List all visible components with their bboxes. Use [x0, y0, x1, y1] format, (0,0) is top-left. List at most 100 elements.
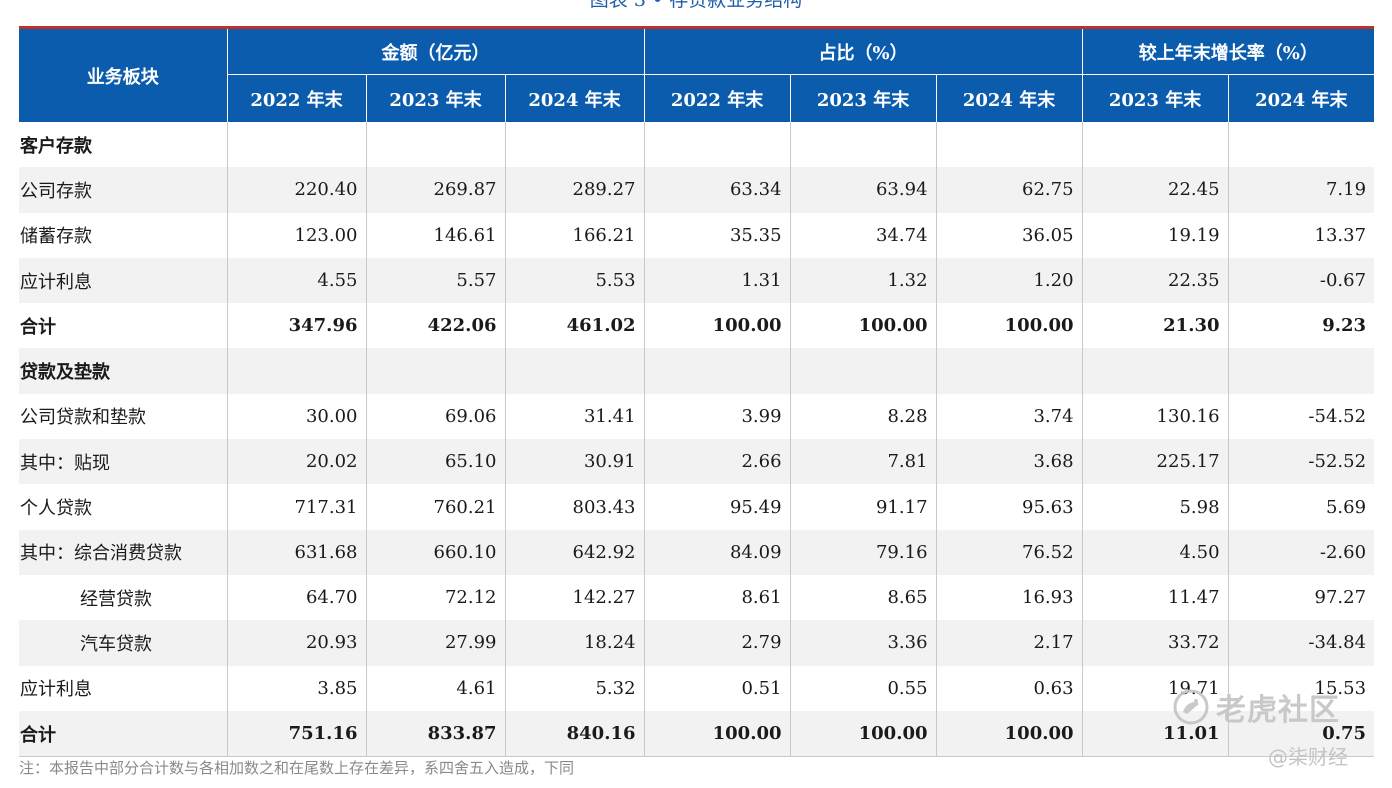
row-label: 其中：贴现	[19, 439, 227, 485]
header-year: 2024 年末	[935, 74, 1083, 122]
cell-value: 19.71	[1081, 665, 1229, 711]
cell-value: 4.55	[226, 257, 366, 304]
cell-value: 100.00	[789, 303, 937, 349]
cell-value: 1.20	[935, 257, 1083, 304]
cell-value: 5.32	[504, 665, 645, 711]
cell-value: 8.28	[789, 393, 937, 440]
cell-value: 2.79	[643, 620, 791, 666]
cell-value: -52.52	[1227, 439, 1375, 485]
cell-value	[504, 122, 645, 168]
cell-value	[935, 122, 1083, 168]
cell-value	[1081, 348, 1229, 394]
cell-value: 142.27	[504, 574, 645, 621]
cell-value: 3.85	[226, 665, 366, 711]
cell-value: 63.94	[789, 167, 937, 213]
cell-value: 5.57	[365, 257, 505, 304]
row-label: 合计	[19, 710, 227, 758]
cell-value: 64.70	[226, 574, 366, 621]
cell-value	[1227, 122, 1375, 168]
cell-value: 4.50	[1081, 529, 1229, 575]
cell-value: 15.53	[1227, 665, 1375, 711]
watermark: 老虎社区	[1172, 686, 1372, 728]
deposit-loan-structure-table: 业务板块 金额（亿元） 占比（%） 较上年末增长率（%） 2022 年末 202…	[19, 29, 1375, 758]
table-header: 业务板块 金额（亿元） 占比（%） 较上年末增长率（%） 2022 年末 202…	[19, 29, 1375, 122]
cell-value	[226, 122, 366, 168]
cell-value	[789, 348, 937, 394]
watermark-text: 老虎社区	[1216, 693, 1340, 728]
row-label: 经营贷款	[80, 588, 152, 610]
table-row: 个人贷款 717.31 760.21 803.43 95.49 91.17 95.63 5.9…	[19, 484, 1375, 530]
table-title: 图表 3 • 存贷款业务结构	[589, 0, 803, 11]
cell-value: 7.81	[789, 439, 937, 485]
cell-value: 62.75	[935, 167, 1083, 213]
cell-value	[643, 122, 791, 168]
header-group-amount: 金额（亿元）	[226, 29, 645, 75]
cell-value: 69.06	[365, 393, 505, 440]
table-row: 经营贷款 64.70 72.12 142.27 8.61 8.65 16.93 11.47 97…	[19, 574, 1375, 621]
section-row: 贷款及垫款	[19, 348, 1375, 394]
header-year: 2023 年末	[789, 74, 937, 122]
cell-value: 9.23	[1227, 303, 1375, 349]
cell-value: 97.27	[1227, 574, 1375, 621]
cell-value: 760.21	[365, 484, 505, 530]
cell-value	[365, 348, 505, 394]
cell-value: 100.00	[643, 710, 791, 758]
header-segment: 业务板块	[19, 29, 227, 122]
cell-value: 123.00	[226, 212, 366, 258]
row-label: 公司存款	[19, 167, 227, 213]
cell-value: 95.63	[935, 484, 1083, 530]
table-row: 汽车贷款 20.93 27.99 18.24 2.79 3.36 2.17 33.72 -34.…	[19, 620, 1375, 666]
cell-value	[1081, 122, 1229, 168]
cell-value: 5.69	[1227, 484, 1375, 530]
cell-value: 631.68	[226, 529, 366, 575]
cell-value: 100.00	[643, 303, 791, 349]
cell-value: 461.02	[504, 303, 645, 349]
cell-value: 166.21	[504, 212, 645, 258]
cell-value: 8.61	[643, 574, 791, 621]
cell-value: 20.93	[226, 620, 366, 666]
table-body: 客户存款 公司存款 220.40 269.87 289.27 63.34 63.94 62.7…	[19, 122, 1375, 758]
section-row: 客户存款	[19, 122, 1375, 168]
cell-value: 225.17	[1081, 439, 1229, 485]
cell-value: 76.52	[935, 529, 1083, 575]
cell-value: 642.92	[504, 529, 645, 575]
cell-value: 35.35	[643, 212, 791, 258]
cell-value: 3.36	[789, 620, 937, 666]
cell-value: 1.32	[789, 257, 937, 304]
cell-value: 717.31	[226, 484, 366, 530]
row-label: 储蓄存款	[20, 226, 92, 248]
row-label: 合计	[20, 316, 56, 338]
cell-value	[789, 122, 937, 168]
cell-value	[365, 122, 505, 168]
cell-value: 30.91	[504, 439, 645, 485]
row-label: 其中：综合消费贷款	[19, 529, 227, 575]
cell-value: 4.61	[365, 665, 505, 711]
cell-value: 100.00	[935, 303, 1083, 349]
cell-value: 2.66	[643, 439, 791, 485]
cell-value: 289.27	[504, 167, 645, 213]
cell-value: 27.99	[365, 620, 505, 666]
header-year: 2022 年末	[643, 74, 791, 122]
cell-value: 5.98	[1081, 484, 1229, 530]
cell-value: 1.31	[643, 257, 791, 304]
cell-value: 220.40	[226, 167, 366, 213]
total-row: 合计 751.16 833.87 840.16 100.00 100.00 100.00 11…	[19, 710, 1375, 758]
row-label: 应计利息	[19, 257, 227, 304]
cell-value: 11.47	[1081, 574, 1229, 621]
cell-value: 21.30	[1081, 303, 1229, 349]
cell-value: 36.05	[935, 212, 1083, 258]
cell-value: 30.00	[226, 393, 366, 440]
cell-value: 3.99	[643, 393, 791, 440]
cell-value: 269.87	[365, 167, 505, 213]
cell-value: 22.35	[1081, 257, 1229, 304]
cell-value: 7.19	[1227, 167, 1375, 213]
cell-value: -54.52	[1227, 393, 1375, 440]
cell-value: 0.51	[643, 665, 791, 711]
cell-value: 2.17	[935, 620, 1083, 666]
cell-value: 91.17	[789, 484, 937, 530]
cell-value: 13.37	[1227, 212, 1375, 258]
cell-value	[935, 348, 1083, 394]
cell-value: 422.06	[365, 303, 505, 349]
table-row: 储蓄存款 123.00 146.61 166.21 35.35 34.74 36.05 19.…	[19, 212, 1375, 258]
row-label: 汽车贷款	[19, 620, 227, 666]
